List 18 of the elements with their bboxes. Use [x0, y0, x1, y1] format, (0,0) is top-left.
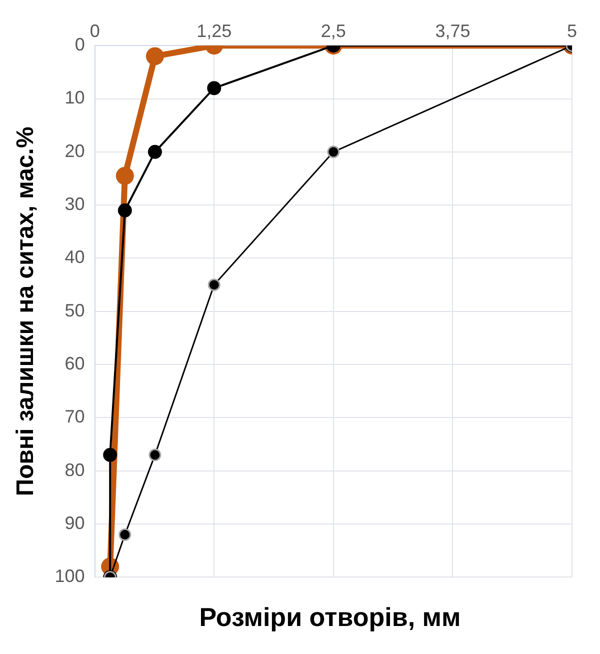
- y-tick-label: 10: [64, 88, 85, 108]
- y-tick-label: 60: [64, 354, 85, 374]
- x-tick-label: 5: [566, 20, 578, 41]
- y-tick-label: 30: [64, 194, 85, 214]
- x-tick-label: 0: [90, 20, 100, 41]
- y-tick-label: 20: [64, 140, 85, 161]
- y-axis-title: Повні залишки на ситах, мас.%: [12, 126, 40, 496]
- y-tick-label: 70: [64, 406, 85, 427]
- x-axis-title: Розміри отворів, мм: [198, 602, 462, 633]
- x-tick-label: 3,75: [435, 20, 470, 41]
- y-tick-label: 90: [64, 513, 85, 534]
- y-tick-label: 50: [64, 300, 85, 320]
- y-tick-label: 40: [64, 247, 85, 268]
- y-tick-label: 0: [74, 34, 85, 55]
- y-tick-label: 80: [64, 460, 85, 480]
- x-tick-label: 2,5: [320, 20, 346, 41]
- x-tick-label: 1,25: [196, 20, 232, 41]
- y-tick-label: 100: [54, 566, 85, 586]
